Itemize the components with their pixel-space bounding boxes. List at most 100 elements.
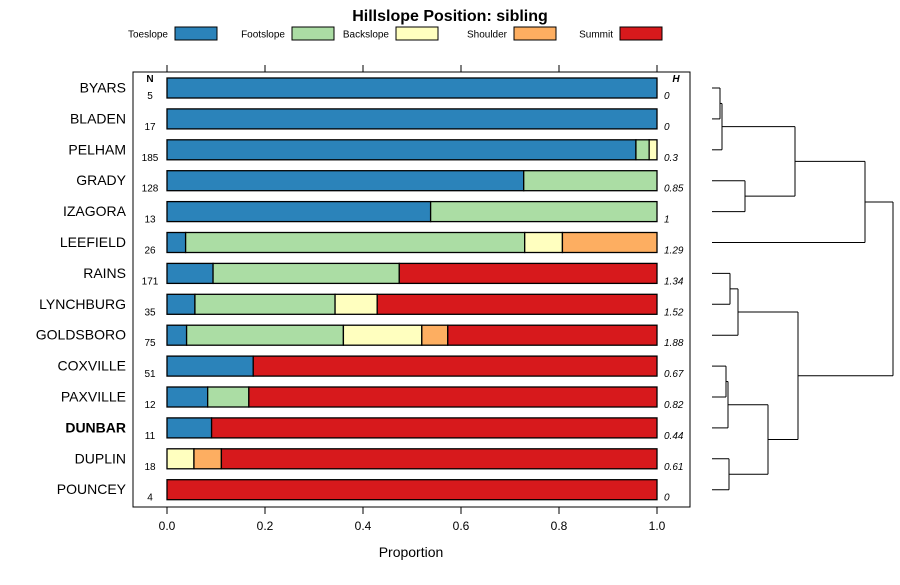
bar-pouncey-summit [166, 479, 658, 501]
bar-grady-toeslope [166, 170, 525, 192]
legend-label-backslope: Backslope [343, 30, 390, 41]
chart-title: Hillslope Position: sibling [352, 8, 548, 25]
n-label-rains: 171 [142, 276, 159, 287]
category-label-bladen: BLADEN [70, 110, 126, 126]
bar-coxville-summit [252, 355, 658, 377]
x-tick-label: 0.6 [453, 519, 470, 533]
category-label-byars: BYARS [80, 80, 126, 96]
bar-izagora-footslope [429, 200, 658, 223]
dendrogram [712, 87, 894, 491]
n-column-header: N [146, 74, 153, 85]
bar-grady-footslope [523, 170, 658, 192]
n-label-goldsboro: 75 [144, 338, 156, 349]
bar-pelham-footslope [635, 139, 650, 161]
n-label-paxville: 12 [144, 400, 156, 411]
bar-paxville-toeslope [166, 386, 209, 408]
h-label-byars: 0 [664, 91, 670, 102]
h-column-header: H [672, 74, 680, 85]
bar-goldsboro-summit [447, 324, 658, 346]
bar-leefield-footslope [184, 231, 526, 254]
x-tick-label: 1.0 [649, 519, 666, 533]
h-label-grady: 0.85 [664, 184, 684, 195]
category-label-coxville: COXVILLE [58, 358, 126, 374]
category-label-dunbar: DUNBAR [65, 419, 126, 435]
n-label-bladen: 17 [144, 122, 156, 133]
bar-rains-summit [398, 262, 658, 285]
bars-layer: BYARS 5 0 BLADEN 17 0 PELHAM 185 0.3 GRADY 128 0.85… [36, 77, 684, 504]
bar-byars-toeslope [166, 77, 658, 99]
n-label-pelham: 185 [142, 153, 159, 164]
plot-frame [132, 71, 691, 508]
bar-lynchburg-backslope [334, 293, 378, 315]
category-label-grady: GRADY [76, 172, 126, 188]
bar-paxville-summit [248, 386, 658, 408]
bar-lynchburg-footslope [194, 293, 336, 315]
legend-label-shoulder: Shoulder [467, 30, 508, 41]
n-label-leefield: 26 [144, 246, 156, 257]
bar-goldsboro-backslope [342, 324, 423, 346]
n-label-duplin: 18 [144, 462, 156, 473]
bar-pelham-toeslope [166, 139, 637, 161]
bar-rains-footslope [212, 262, 400, 285]
legend: Toeslope Footslope Backslope Shoulder Summit [128, 26, 663, 41]
h-label-paxville: 0.82 [664, 400, 684, 411]
legend-label-summit: Summit [579, 30, 613, 41]
h-label-dunbar: 0.44 [664, 431, 684, 442]
h-label-coxville: 0.67 [664, 369, 684, 380]
n-label-byars: 5 [147, 91, 153, 102]
h-label-lynchburg: 1.52 [664, 307, 684, 318]
bar-paxville-footslope [207, 386, 250, 408]
category-label-paxville: PAXVILLE [61, 389, 126, 405]
bar-rains-toeslope [166, 262, 214, 285]
bar-leefield-toeslope [166, 231, 187, 254]
category-label-duplin: DUPLIN [75, 450, 126, 466]
h-label-pelham: 0.3 [664, 153, 678, 164]
axes-layer: 0.0 0.2 0.4 0.6 0.8 1.0 [159, 65, 666, 533]
n-label-grady: 128 [142, 184, 159, 195]
bar-duplin-backslope [166, 448, 195, 470]
category-label-goldsboro: GOLDSBORO [36, 327, 126, 343]
legend-label-footslope: Footslope [241, 30, 285, 41]
bar-leefield-backslope [524, 231, 564, 254]
bar-bladen-toeslope [166, 108, 658, 130]
bar-lynchburg-summit [376, 293, 658, 315]
n-label-coxville: 51 [144, 369, 156, 380]
category-label-pelham: PELHAM [68, 141, 126, 157]
h-label-leefield: 1.29 [664, 246, 684, 257]
h-label-duplin: 0.61 [664, 462, 683, 473]
legend-swatch-shoulder [513, 26, 557, 41]
x-axis-label: Proportion [379, 544, 444, 560]
legend-swatch-backslope [395, 26, 439, 41]
x-tick-label: 0.4 [355, 519, 372, 533]
category-label-izagora: IZAGORA [63, 203, 127, 219]
category-label-pouncey: POUNCEY [57, 481, 127, 497]
legend-swatch-summit [619, 26, 663, 41]
h-label-izagora: 1 [664, 215, 670, 226]
bar-lynchburg-toeslope [166, 293, 196, 315]
n-label-izagora: 13 [144, 215, 156, 226]
x-tick-label: 0.0 [159, 519, 176, 533]
x-tick-label: 0.2 [257, 519, 274, 533]
x-tick-label: 0.8 [551, 519, 568, 533]
category-label-rains: RAINS [83, 265, 126, 281]
legend-swatch-toeslope [174, 26, 218, 41]
h-label-bladen: 0 [664, 122, 670, 133]
bar-coxville-toeslope [166, 355, 254, 377]
n-label-lynchburg: 35 [144, 307, 156, 318]
legend-label-toeslope: Toeslope [128, 30, 168, 41]
bar-goldsboro-toeslope [166, 324, 188, 346]
bar-dunbar-summit [210, 417, 658, 439]
bar-dunbar-toeslope [166, 417, 213, 439]
bar-goldsboro-footslope [185, 324, 345, 346]
n-label-dunbar: 11 [145, 431, 156, 442]
bar-duplin-shoulder [193, 448, 223, 470]
h-label-rains: 1.34 [664, 276, 684, 287]
h-label-goldsboro: 1.88 [664, 338, 684, 349]
legend-swatch-footslope [291, 26, 335, 41]
bar-pelham-backslope [648, 139, 658, 161]
category-label-lynchburg: LYNCHBURG [39, 296, 126, 312]
bar-goldsboro-shoulder [421, 324, 449, 346]
bar-izagora-toeslope [166, 200, 432, 223]
